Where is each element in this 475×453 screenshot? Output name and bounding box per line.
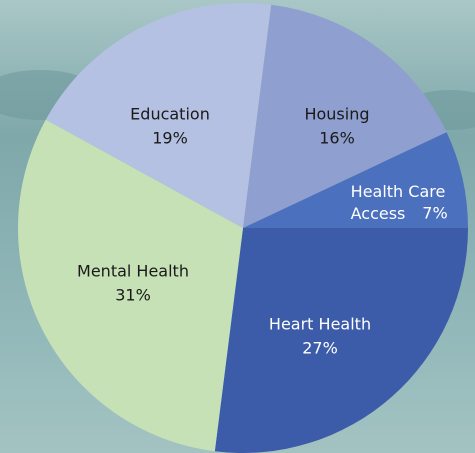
- chart: Heart Health 27% Mental Health 31% Education…: [0, 0, 475, 453]
- value-label: 16%: [319, 129, 355, 148]
- label-line: Health Care: [351, 182, 446, 201]
- slice-label: Education: [130, 105, 210, 124]
- slice-label: Mental Health: [77, 262, 189, 281]
- value-label: 7%: [422, 204, 447, 223]
- page: Heart Health 27% Mental Health 31% Education…: [0, 0, 475, 453]
- slice-label: Heart Health: [269, 315, 371, 334]
- value-label: 31%: [115, 286, 151, 305]
- label-line: Access: [351, 204, 406, 223]
- value-label: 19%: [152, 129, 188, 148]
- slice-label: Housing: [304, 105, 369, 124]
- value-label: 27%: [302, 339, 338, 358]
